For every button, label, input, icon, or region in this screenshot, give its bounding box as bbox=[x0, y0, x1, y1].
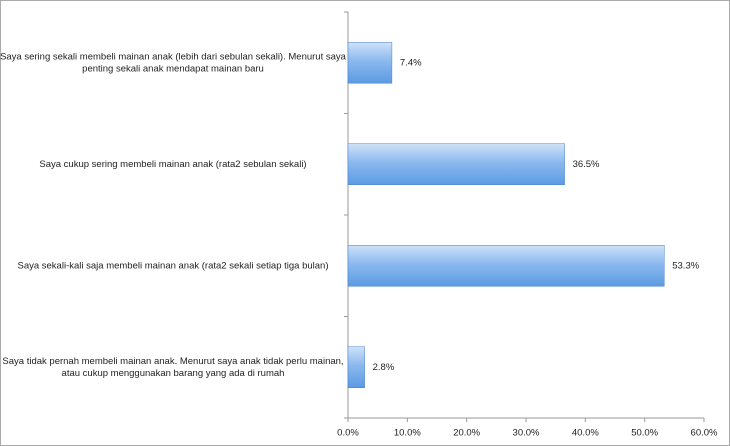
x-tick-label: 10.0% bbox=[394, 428, 421, 439]
y-tick-label: penting sekali anak mendapat mainan baru bbox=[82, 63, 264, 74]
bar bbox=[347, 143, 565, 185]
value-label: 7.4% bbox=[400, 57, 422, 68]
bar bbox=[347, 346, 365, 388]
bar bbox=[347, 245, 665, 287]
x-tick-label: 20.0% bbox=[453, 428, 480, 439]
x-tick-label: 60.0% bbox=[691, 428, 718, 439]
value-label: 36.5% bbox=[573, 159, 600, 170]
y-tick-label: Saya sekali-kali saja membeli mainan ana… bbox=[17, 260, 328, 271]
x-tick-label: 30.0% bbox=[513, 428, 540, 439]
y-tick-label: Saya sering sekali membeli mainan anak (… bbox=[0, 51, 347, 62]
y-tick-label: Saya tidak pernah membeli mainan anak. M… bbox=[2, 356, 343, 367]
bar bbox=[347, 42, 393, 84]
x-tick-label: 50.0% bbox=[631, 428, 658, 439]
x-tick-label: 0.0% bbox=[337, 428, 359, 439]
value-label: 53.3% bbox=[672, 260, 699, 271]
x-tick-label: 40.0% bbox=[572, 428, 599, 439]
y-tick-label: atau cukup menggunakan barang yang ada d… bbox=[62, 368, 285, 379]
y-tick-label: Saya cukup sering membeli mainan anak (r… bbox=[39, 159, 306, 170]
value-label: 2.8% bbox=[373, 362, 395, 373]
